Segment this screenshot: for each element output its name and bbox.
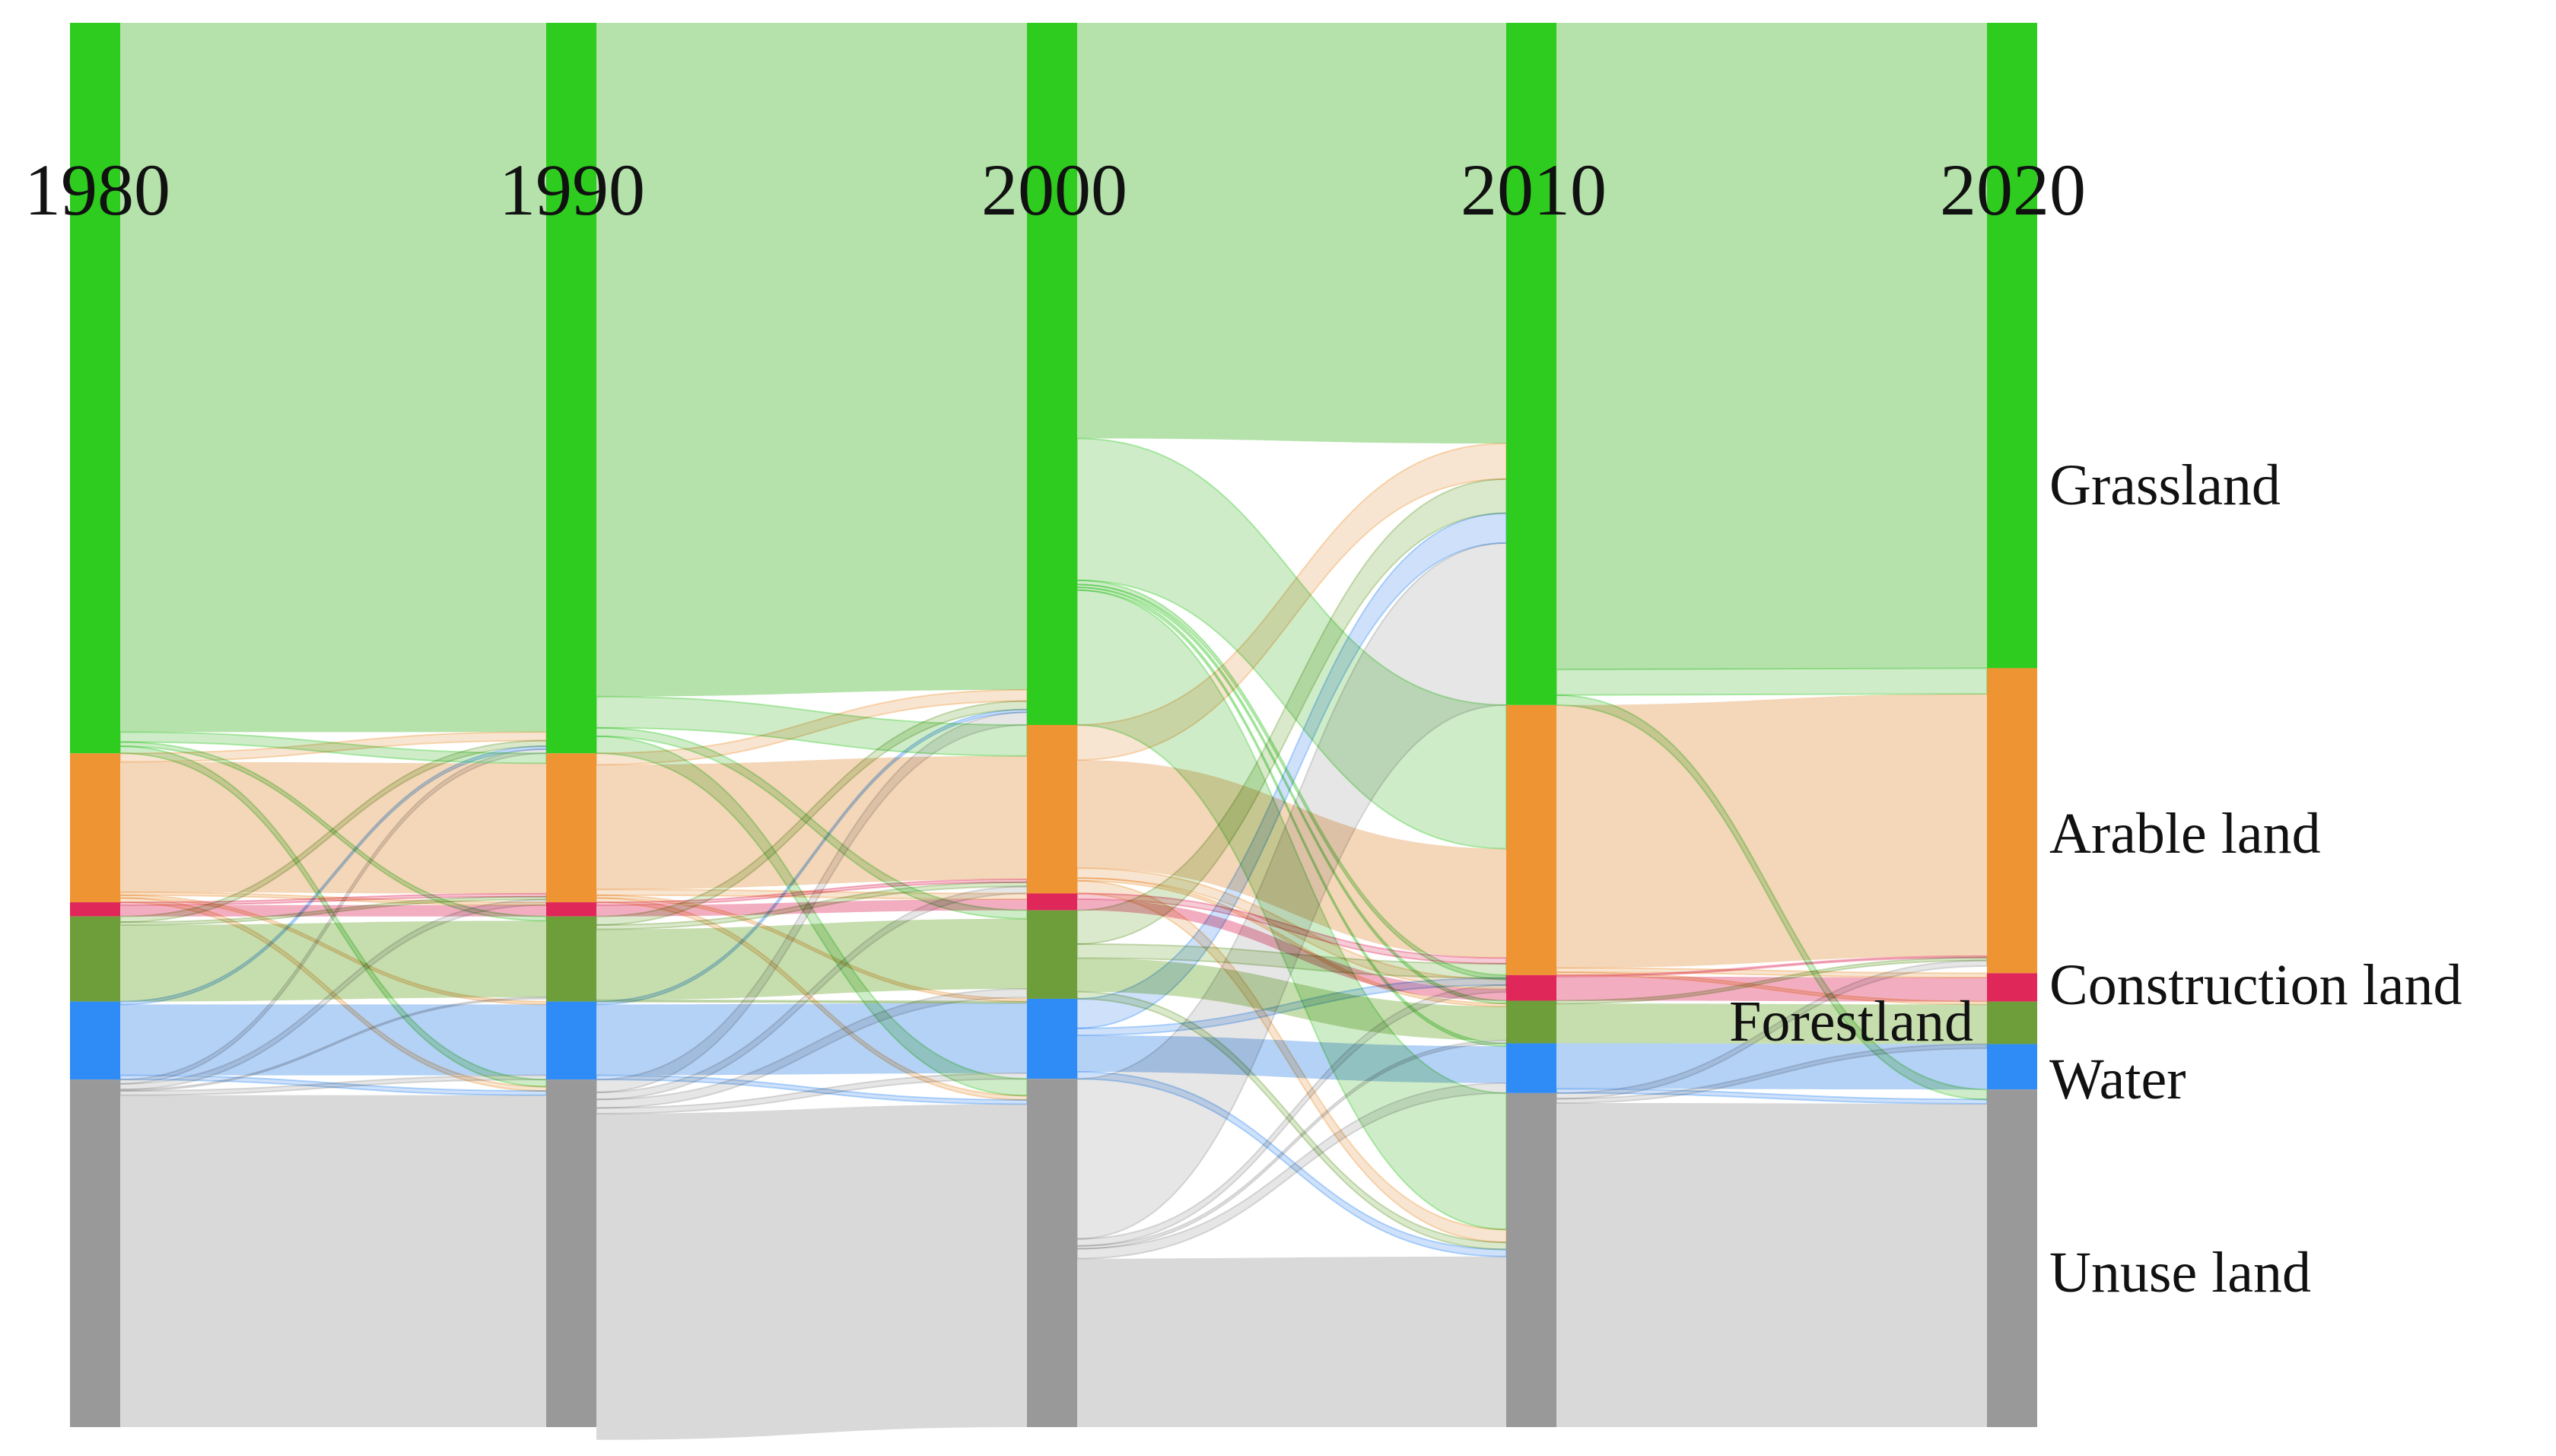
category-labels: Grassland Arable land Construction land …	[1729, 453, 2462, 1305]
year-label-1990: 1990	[499, 149, 645, 230]
node-1990-unuse	[546, 1079, 596, 1427]
land-use-nodes	[70, 23, 2037, 1427]
node-2000-forest	[1027, 910, 1077, 999]
flow-2010-grassland-to-2020-arable	[1556, 667, 1988, 696]
node-2000-unuse	[1027, 1079, 1077, 1427]
flow-2010-construction-to-2020-construction	[1556, 976, 1987, 1002]
node-2020-forest	[1987, 1001, 2037, 1044]
node-1980-water	[70, 1001, 120, 1080]
node-2000-construction	[1027, 893, 1077, 911]
year-label-1980: 1980	[24, 149, 170, 230]
flow-2010-unuse-to-2020-unuse	[1556, 1103, 1987, 1427]
year-labels: 1980 1990 2000 2010 2020	[24, 149, 2086, 230]
flow-1980-unuse-to-1990-unuse	[120, 1095, 546, 1427]
category-label-forest: Forestland	[1729, 990, 1973, 1054]
flow-1980-grassland-to-1990-grassland	[120, 23, 546, 733]
flow-1990-grassland-to-2000-grassland	[596, 23, 1027, 697]
flow-1990-forest-to-2000-forest	[596, 918, 1027, 1000]
year-label-2020: 2020	[1940, 149, 2086, 230]
node-2010-forest	[1506, 1000, 1556, 1044]
node-1990-construction	[546, 902, 596, 917]
flow-1990-water-to-2000-water	[596, 1003, 1027, 1076]
node-1990-forest	[546, 916, 596, 1002]
category-label-unuse: Unuse land	[2049, 1241, 2311, 1305]
node-2000-water	[1027, 998, 1077, 1079]
node-2010-grassland	[1506, 23, 1556, 705]
node-1980-unuse	[70, 1079, 120, 1427]
flow-1990-unuse-to-2000-unuse	[596, 1104, 1027, 1440]
category-label-arable: Arable land	[2049, 802, 2321, 866]
category-label-construction: Construction land	[2049, 953, 2462, 1017]
node-2020-construction	[1987, 973, 2037, 1002]
year-label-2000: 2000	[981, 149, 1127, 230]
flow-links	[119, 23, 1988, 1440]
flow-2010-arable-to-2020-arable	[1556, 693, 1987, 968]
node-2000-grassland	[1027, 23, 1077, 725]
node-1990-grassland	[546, 23, 596, 754]
category-label-grassland: Grassland	[2049, 453, 2281, 517]
node-2000-arable	[1027, 725, 1077, 894]
flow-2010-forest-to-2020-forest	[1556, 1003, 1987, 1044]
flow-2010-grassland-to-2020-grassland	[1556, 23, 1987, 670]
flow-1980-forest-to-1990-forest	[120, 920, 546, 1002]
node-2010-unuse	[1506, 1092, 1556, 1427]
flow-1980-water-to-1990-water	[120, 1004, 546, 1076]
node-2020-water	[1987, 1044, 2037, 1090]
flow-2000-unuse-to-2010-unuse	[1077, 1256, 1506, 1427]
node-1990-water	[546, 1001, 596, 1080]
node-2020-arable	[1987, 668, 2037, 974]
node-2010-construction	[1506, 974, 1556, 1001]
category-label-water: Water	[2049, 1047, 2186, 1111]
node-1980-grassland	[70, 23, 120, 754]
node-2020-grassland	[1987, 23, 2037, 669]
node-1980-forest	[70, 916, 120, 1002]
flow-1990-arable-to-2000-arable	[596, 755, 1027, 890]
node-2020-unuse	[1987, 1089, 2037, 1427]
flow-2000-grassland-to-2010-grassland	[1077, 23, 1506, 444]
year-label-2010: 2010	[1461, 149, 1607, 230]
node-1980-arable	[70, 753, 120, 903]
node-1990-arable	[546, 753, 596, 903]
node-2010-arable	[1506, 704, 1556, 975]
node-1980-construction	[70, 902, 120, 917]
node-2010-water	[1506, 1043, 1556, 1093]
